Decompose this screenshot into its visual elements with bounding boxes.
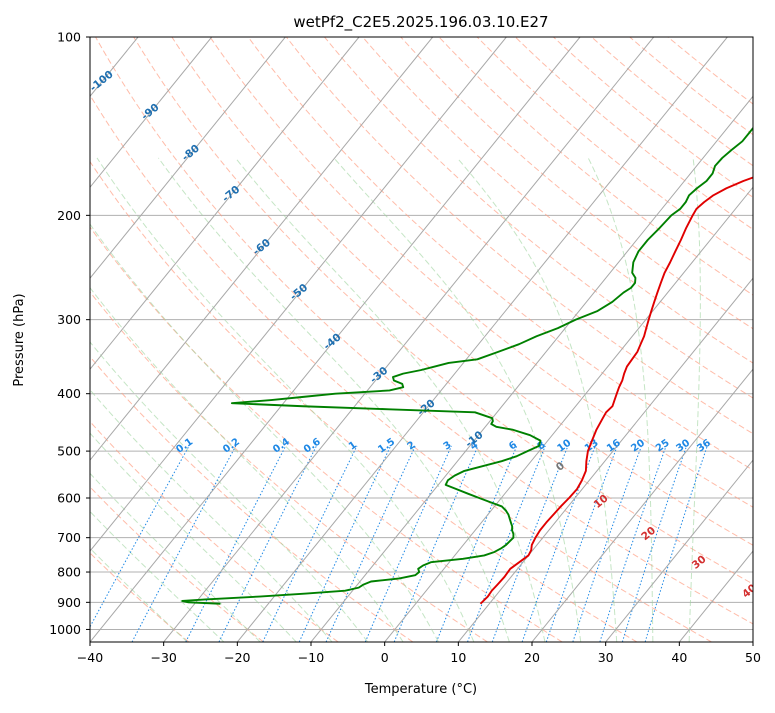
isotherm (457, 277, 753, 642)
dry-adiabat (171, 37, 753, 546)
moist-adiabat (96, 157, 475, 642)
moist-adiabat (456, 157, 618, 642)
chart-title: wetPf2_C2E5.2025.196.03.10.E27 (293, 13, 548, 32)
isotherm (531, 368, 753, 642)
y-tick-label: 900 (57, 595, 81, 610)
moist-adiabat (90, 547, 188, 642)
isotherm (90, 37, 360, 370)
mixing-ratio-line (325, 445, 416, 642)
moist-adiabat (90, 432, 297, 642)
dry-adiabat (90, 291, 488, 642)
isotherm (90, 37, 434, 461)
dry-adiabat (90, 552, 190, 642)
y-tick-label: 500 (57, 444, 81, 459)
x-tick-label: −30 (150, 650, 176, 665)
mixing-ratio-line (599, 445, 667, 642)
x-tick-label: −10 (298, 650, 324, 665)
mixing-ratio-line (435, 445, 518, 642)
mixing-ratio-line (621, 445, 688, 642)
mixing-ratio-line (262, 445, 358, 642)
mixing-ratio-line (644, 445, 708, 642)
y-axis-label: Pressure (hPa) (12, 293, 27, 386)
mixing-ratio-line (90, 445, 190, 628)
plot-frame (89, 36, 754, 643)
isotherm (163, 37, 655, 642)
x-tick-label: 40 (671, 650, 687, 665)
moist-adiabat (587, 157, 654, 642)
y-tick-label: 400 (57, 386, 81, 401)
mixing-ratio-line (491, 445, 569, 642)
temperature-profile (479, 176, 753, 605)
profile-lines (181, 126, 753, 605)
isotherm (605, 459, 753, 642)
dry-adiabat (90, 94, 712, 642)
dry-adiabat (438, 37, 753, 296)
y-tick-label: 800 (57, 565, 81, 580)
x-tick-label: 0 (381, 650, 389, 665)
dry-adiabat (324, 37, 753, 399)
moist-adiabat (235, 157, 546, 642)
y-tick-label: 600 (57, 491, 81, 506)
x-tick-label: 10 (450, 650, 466, 665)
y-tick-label: 100 (57, 30, 81, 45)
isotherm (90, 37, 213, 189)
mixing-ratio-line (521, 445, 596, 642)
mixing-ratio-line (298, 445, 392, 642)
isotherm (90, 37, 286, 280)
moist-adiabat (688, 157, 701, 642)
y-tick-label: 700 (57, 530, 81, 545)
dry-adiabat (90, 355, 414, 642)
moist-adiabat (158, 157, 510, 642)
mixing-ratio-line (545, 445, 618, 642)
moist-adiabat (90, 286, 404, 642)
mixing-ratio-line (218, 445, 317, 642)
dry-adiabat (95, 37, 753, 625)
mixing-ratio-line (467, 445, 546, 642)
isotherm (90, 37, 581, 642)
moist-adiabat (90, 510, 225, 642)
dry-adiabat (90, 160, 638, 642)
mixing-ratio-line (364, 445, 452, 642)
isotherm (236, 37, 728, 642)
dry-adiabat (133, 37, 753, 585)
mixing-ratio-line (572, 445, 642, 642)
x-tick-label: 50 (745, 650, 761, 665)
x-axis-label: Temperature (°C) (364, 682, 477, 697)
x-tick-label: 20 (524, 650, 540, 665)
x-tick-label: −20 (224, 650, 250, 665)
y-tick-label: 300 (57, 312, 81, 327)
moist-adiabat (333, 157, 582, 642)
isotherm (90, 37, 507, 552)
axes: −40 −30 −20 −10 0 10 20 30 40 50 100 200 300 400 500 60… (49, 30, 761, 666)
moist-adiabat (90, 341, 369, 642)
dewpoint-profile (181, 126, 753, 605)
y-tick-label: 1000 (49, 622, 81, 637)
dry-adiabat (247, 37, 753, 471)
y-tick-label: 200 (57, 208, 81, 223)
dry-adiabat (362, 37, 753, 364)
background-lines (90, 37, 753, 642)
x-tick-label: −40 (77, 650, 103, 665)
isotherm (310, 95, 753, 642)
x-tick-label: 30 (598, 650, 614, 665)
isotherm (384, 186, 753, 642)
